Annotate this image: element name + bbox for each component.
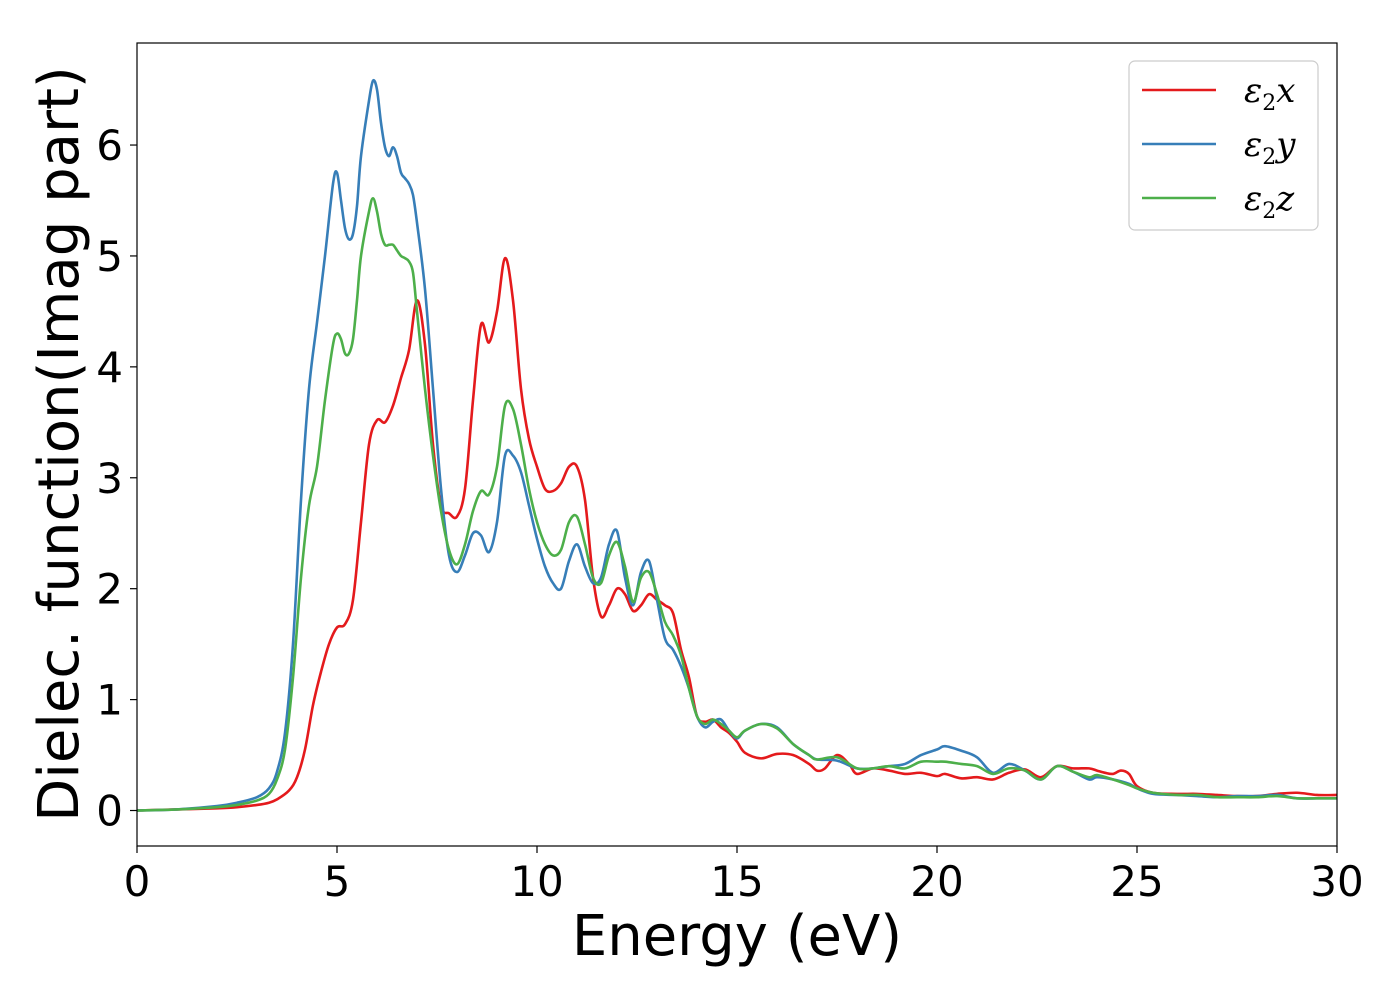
legend-label-y: ε2y xyxy=(1244,125,1296,170)
series-line-x xyxy=(137,256,1337,812)
x-tick-label: 10 xyxy=(510,857,563,906)
series-line-y xyxy=(137,78,1337,812)
legend: ε2x ε2y ε2z xyxy=(1128,60,1319,231)
series-line-z xyxy=(137,196,1337,812)
x-tick-label: 5 xyxy=(324,857,351,906)
legend-label-z: ε2z xyxy=(1244,179,1295,224)
y-tick-label: 5 xyxy=(96,232,123,281)
x-tick-label: 30 xyxy=(1310,857,1363,906)
y-axis: 0 1 2 3 4 5 6 xyxy=(96,121,137,836)
legend-label-x: ε2x xyxy=(1244,71,1295,116)
x-axis: 0 5 10 15 20 25 30 xyxy=(124,846,1364,906)
x-tick-label: 25 xyxy=(1110,857,1163,906)
y-tick-label: 0 xyxy=(96,787,123,836)
x-tick-label: 15 xyxy=(710,857,763,906)
y-axis-title: Dielec. function(Imag part) xyxy=(27,66,92,822)
y-tick-label: 2 xyxy=(96,565,123,614)
y-tick-label: 3 xyxy=(96,454,123,503)
y-tick-label: 6 xyxy=(96,121,123,170)
series-layer xyxy=(137,78,1337,812)
y-tick-label: 1 xyxy=(96,676,123,725)
legend-box xyxy=(1128,60,1319,231)
x-axis-title: Energy (eV) xyxy=(572,904,902,969)
x-tick-label: 20 xyxy=(910,857,963,906)
x-tick-label: 0 xyxy=(124,857,151,906)
y-tick-label: 4 xyxy=(96,343,123,392)
